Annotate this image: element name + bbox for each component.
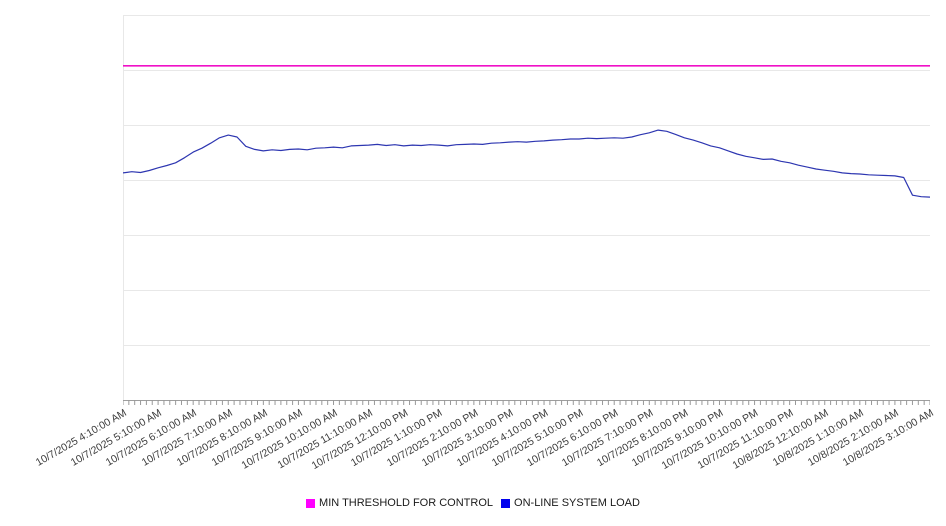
x-tick-label-text: 10/7/2025 5:10:00 AM — [69, 407, 165, 469]
legend-label-load: ON-LINE SYSTEM LOAD — [514, 497, 640, 509]
x-tick-label-text: 10/7/2025 3:10:00 PM — [419, 407, 515, 470]
system-load-line — [122, 129, 931, 198]
plot-area — [122, 15, 931, 406]
x-tick-label-text: 10/7/2025 7:10:00 PM — [559, 407, 656, 470]
x-tick-label-text: 10/7/2025 4:10:00 PM — [454, 407, 551, 470]
x-tick-label-text: 10/7/2025 10:10:00 PM — [660, 407, 761, 472]
legend-swatch-load-icon — [501, 498, 511, 508]
x-tick-label-text: 10/7/2025 8:10:00 AM — [174, 407, 270, 469]
legend-label-threshold: MIN THRESHOLD FOR CONTROL — [319, 497, 494, 509]
chart-svg — [122, 15, 931, 405]
legend-item-threshold: MIN THRESHOLD FOR CONTROL — [306, 497, 493, 509]
x-tick-label-text: 10/8/2025 12:10:00 AM — [730, 407, 831, 472]
legend-swatch-threshold-icon — [306, 498, 316, 508]
legend-item-load: ON-LINE SYSTEM LOAD — [501, 497, 640, 509]
x-tick-label-text: 10/7/2025 7:10:00 AM — [139, 407, 235, 469]
x-tick-label-text: 10/7/2025 11:10:00 AM — [275, 407, 375, 472]
x-tick-label-text: 10/7/2025 11:10:00 PM — [695, 407, 796, 472]
x-tick-label-text: 10/7/2025 6:10:00 PM — [524, 407, 621, 470]
x-tick-label-text: 10/7/2025 4:10:00 AM — [34, 407, 129, 469]
x-tick-label-text: 10/7/2025 12:10:00 PM — [309, 407, 410, 472]
x-tick-label-text: 10/7/2025 9:10:00 AM — [209, 407, 305, 469]
x-tick-label-text: 10/7/2025 2:10:00 PM — [384, 407, 480, 470]
x-tick-label-text: 10/7/2025 5:10:00 PM — [489, 407, 586, 470]
x-tick-label-text: 10/7/2025 9:10:00 PM — [629, 407, 726, 470]
x-tick-label-text: 10/7/2025 10:10:00 AM — [239, 407, 340, 472]
legend: MIN THRESHOLD FOR CONTROL ON-LINE SYSTEM… — [0, 497, 946, 509]
x-tick-label-text: 10/7/2025 1:10:00 PM — [349, 407, 445, 470]
x-tick-label-text: 10/8/2025 2:10:00 AM — [805, 407, 901, 469]
x-tick-label-text: 10/7/2025 8:10:00 PM — [594, 407, 691, 470]
x-tick-label-text: 10/8/2025 3:10:00 AM — [841, 407, 936, 469]
x-tick-label-text: 10/8/2025 1:10:00 AM — [770, 407, 866, 469]
x-tick-label-text: 10/7/2025 6:10:00 AM — [104, 407, 200, 469]
